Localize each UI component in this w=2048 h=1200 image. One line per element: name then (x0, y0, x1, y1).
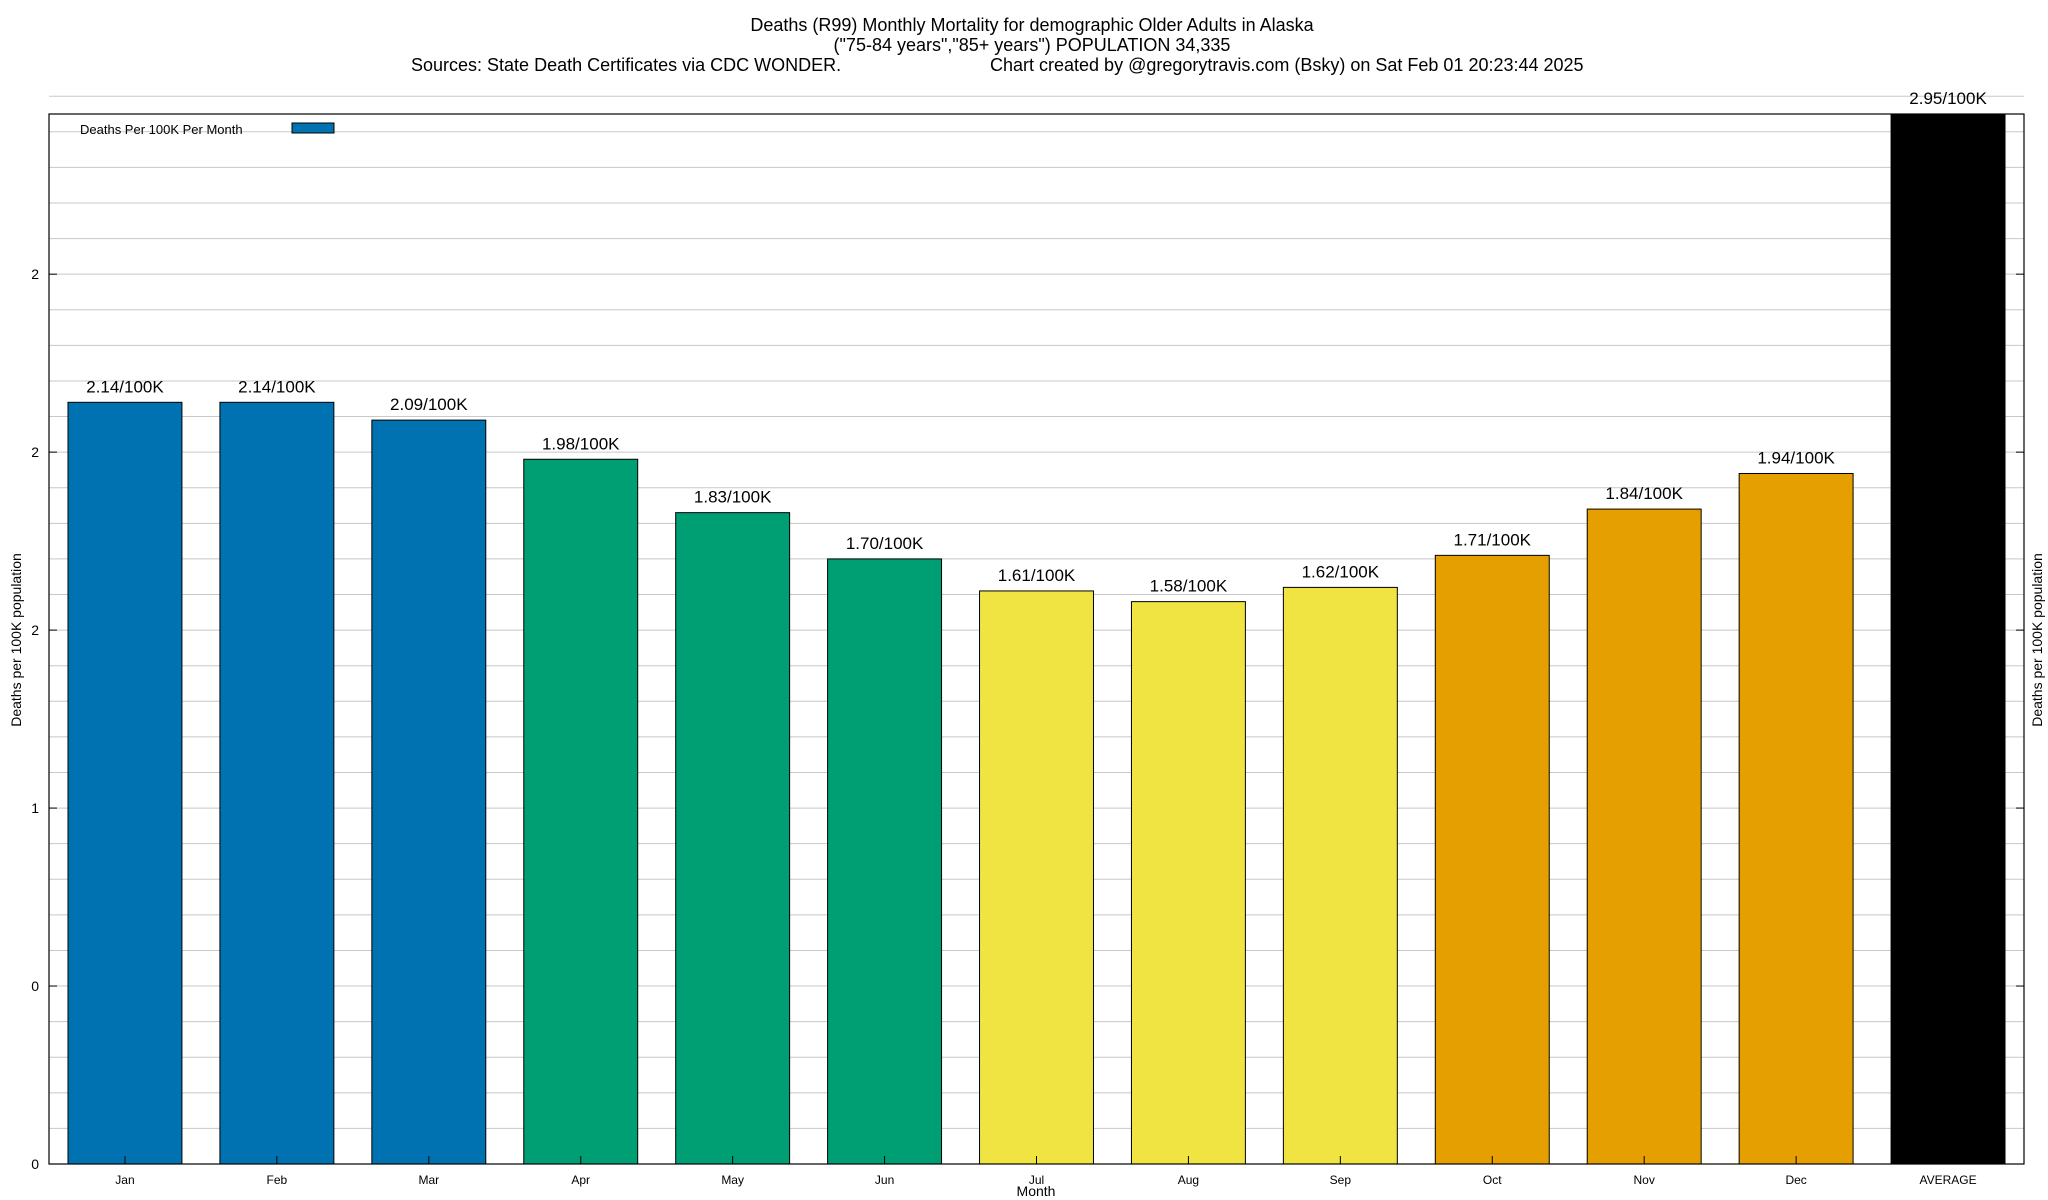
plot-frame (48, 113, 2025, 1165)
bar-oct (1434, 554, 1550, 1165)
x-tick-label: Apr (571, 1173, 590, 1187)
y-tick-label: 2 (31, 266, 39, 282)
bar-sep (1282, 586, 1398, 1165)
bar-nov (1586, 508, 1702, 1165)
chart-credit: Chart created by @gregorytravis.com (Bsk… (990, 55, 1584, 75)
chart-sources: Sources: State Death Certificates via CD… (411, 55, 841, 75)
bar-value-label: 2.09/100K (390, 395, 468, 414)
bar-value-label: 1.62/100K (1302, 562, 1380, 581)
bar-apr (523, 458, 639, 1165)
legend-label: Deaths Per 100K Per Month (80, 122, 243, 137)
chart-subtitle: ("75-84 years","85+ years") POPULATION 3… (834, 35, 1231, 55)
legend-swatch (291, 122, 335, 134)
y-tick-label: 2 (31, 622, 39, 638)
bar-value-label: 2.14/100K (238, 377, 316, 396)
x-tick-label: Jan (115, 1173, 134, 1187)
x-axis-ticks: Jan Feb Mar Apr May Jun Jul Aug Sep Oct Nov Dec AVER… (115, 1156, 1977, 1187)
x-tick-label: Nov (1634, 1173, 1655, 1187)
bar-value-label: 1.94/100K (1757, 448, 1835, 467)
bar-value-label: 1.58/100K (1150, 577, 1228, 596)
bar-value-labels: 2.14/100K 2.14/100K 2.09/100K 1.98/100K 1.83… (86, 89, 1987, 596)
y-tick-label: 1 (31, 800, 39, 816)
x-tick-label: Sep (1330, 1173, 1352, 1187)
bar-dec (1738, 472, 1854, 1165)
x-axis-label: Month (1017, 1183, 1056, 1199)
bars (67, 113, 2006, 1165)
y-tick-label: 0 (31, 1156, 39, 1172)
bar-may (675, 512, 791, 1165)
x-tick-label: Mar (418, 1173, 439, 1187)
x-tick-label: Feb (267, 1173, 288, 1187)
x-tick-label: Jul (1029, 1173, 1044, 1187)
x-tick-label: AVERAGE (1919, 1173, 1976, 1187)
bar-value-label: 1.71/100K (1454, 530, 1532, 549)
x-tick-label: Oct (1483, 1173, 1502, 1187)
bar-feb (219, 401, 335, 1165)
legend: Deaths Per 100K Per Month (80, 122, 335, 137)
bar-jun (827, 558, 943, 1165)
y-tick-label: 2 (31, 444, 39, 460)
bar-mar (371, 419, 487, 1165)
chart-title: Deaths (R99) Monthly Mortality for demog… (750, 15, 1314, 35)
y-tick-label: 0 (31, 978, 39, 994)
bar-value-label: 1.98/100K (542, 434, 620, 453)
bar-jan (67, 401, 183, 1165)
bar-value-label: 1.70/100K (846, 534, 924, 553)
x-tick-label: Aug (1178, 1173, 1199, 1187)
bar-value-label: 1.83/100K (694, 488, 772, 507)
y-axis-label-left: Deaths per 100K population (8, 553, 24, 727)
bar-value-label: 1.61/100K (998, 566, 1076, 585)
bar-jul (979, 590, 1094, 1165)
bar-aug (1130, 601, 1246, 1165)
x-tick-label: Dec (1785, 1173, 1806, 1187)
x-tick-label: Jun (875, 1173, 894, 1187)
bar-value-label: 2.95/100K (1909, 89, 1987, 108)
x-tick-label: May (721, 1173, 744, 1187)
bar-value-label: 1.84/100K (1605, 484, 1683, 503)
y-axis-label-right: Deaths per 100K population (2029, 553, 2045, 727)
bar-average (1890, 113, 2006, 1165)
y-axis-ticks: 0 0 1 2 2 2 (31, 266, 2024, 1172)
bar-value-label: 2.14/100K (86, 377, 164, 396)
